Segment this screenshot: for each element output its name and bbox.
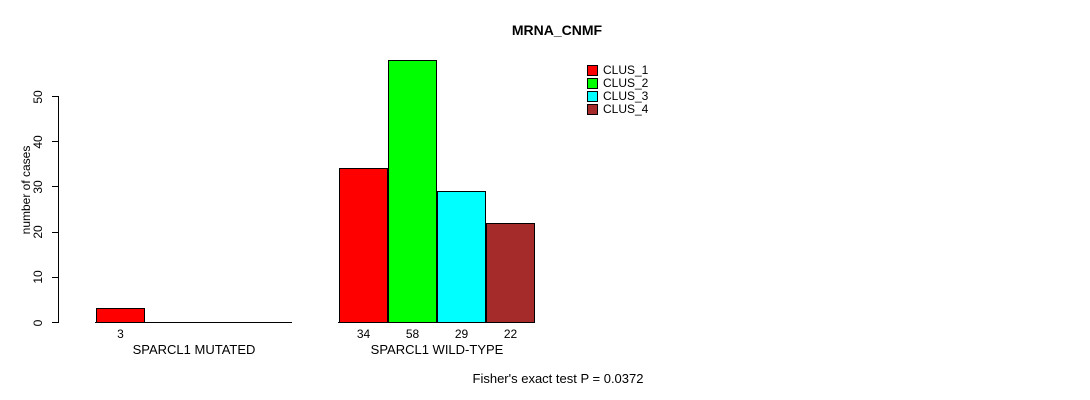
legend-label: CLUS_4 [603,102,649,116]
y-axis-tick [52,322,59,323]
legend-label: CLUS_2 [603,76,649,90]
bar-clus_2 [388,60,437,323]
legend-label: CLUS_3 [603,89,649,103]
y-axis-tick [52,276,59,278]
y-axis-line [58,96,59,323]
group-baseline [95,322,292,323]
y-axis-tick-label: 20 [31,225,45,239]
bar-clus_1 [96,308,145,323]
bar-value-label: 34 [356,327,371,341]
legend: CLUS_1 CLUS_2 CLUS_3 CLUS_4 [587,64,648,116]
legend-swatch-icon [587,104,598,115]
bar-value-label: 29 [454,327,469,341]
y-axis-tick-label: 0 [31,319,45,326]
bar-clus_3 [437,191,486,323]
legend-row: CLUS_2 [587,77,648,90]
bar-value-label: 3 [117,327,124,341]
y-axis-tick [52,141,59,143]
y-axis-tick-label: 40 [31,135,45,149]
legend-row: CLUS_3 [587,90,648,103]
bar-value-label: 22 [503,327,518,341]
chart-title: MRNA_CNMF [511,22,603,38]
legend-swatch-icon [587,78,598,89]
y-axis-tick [52,96,59,97]
legend-swatch-icon [587,91,598,102]
y-axis-tick-label: 30 [31,180,45,194]
group-label: SPARCL1 WILD-TYPE [370,342,504,357]
y-axis-tick-label: 10 [31,270,45,284]
legend-row: CLUS_4 [587,103,648,116]
y-axis-tick [52,231,59,233]
y-axis-tick-label: 50 [31,89,45,104]
legend-row: CLUS_1 [587,64,648,77]
group-label: SPARCL1 MUTATED [132,342,256,357]
bar-clus_4 [486,223,535,323]
bar-clus_1 [339,168,388,323]
legend-label: CLUS_1 [603,63,649,77]
bar-value-label: 58 [405,327,420,341]
annotation-text: Fisher's exact test P = 0.0372 [472,371,644,386]
y-axis-tick [52,186,59,188]
legend-swatch-icon [587,65,598,76]
